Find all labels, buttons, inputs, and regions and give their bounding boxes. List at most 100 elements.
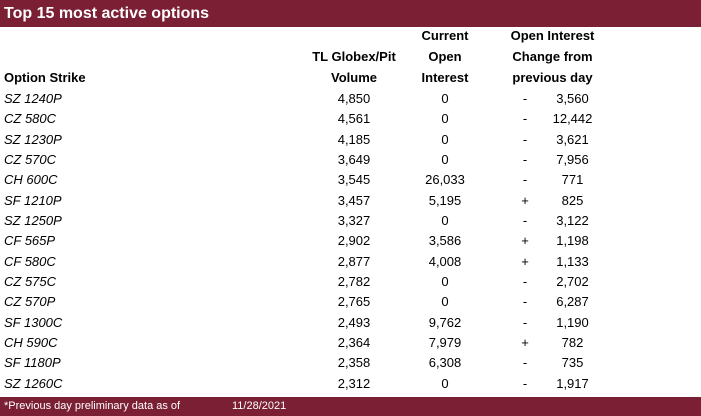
change-sign-cell: - [522, 212, 528, 228]
header-volume-line-2: Volume [331, 70, 377, 85]
header-chg-line-1: Open Interest [510, 28, 595, 43]
open-interest-cell: 3,586 [428, 233, 462, 249]
oi-change-cell: 3,122 [556, 212, 589, 228]
change-sign-cell: - [522, 111, 528, 127]
option-strike-cell: CF 565P [4, 233, 56, 249]
header-volume: TL Globex/Pit Volume [300, 46, 408, 88]
volume-cell: 3,649 [337, 151, 371, 167]
change-sign-cell: - [522, 375, 528, 391]
volume-cell: 3,545 [337, 172, 371, 188]
option-strike-cell: CH 590C [4, 334, 58, 350]
option-strike-cell: SZ 1260C [4, 375, 63, 391]
header-open-interest: Current Open Interest [405, 25, 485, 88]
oi-change-cell: 7,956 [556, 151, 589, 167]
open-interest-cell: 0 [441, 151, 449, 167]
volume-cell: 2,358 [337, 355, 371, 371]
open-interest-cell: 0 [441, 273, 449, 289]
header-chg-line-2: Change from [512, 49, 593, 64]
oi-change-cell: 1,917 [556, 375, 589, 391]
option-strike-cell: CZ 570P [4, 294, 56, 310]
open-interest-cell: 4,008 [428, 253, 462, 269]
volume-cell: 2,364 [337, 334, 371, 350]
volume-cell: 2,493 [337, 314, 371, 330]
header-oi-change: Open Interest Change from previous day [490, 25, 615, 88]
volume-cell: 3,457 [337, 192, 371, 208]
change-sign-cell: - [522, 91, 528, 106]
option-strike-cell: SZ 1240P [4, 91, 62, 106]
table-row: SF 1180P 2,358 6,308 - 735 [0, 353, 701, 373]
option-strike-cell: SZ 1250P [4, 212, 62, 228]
open-interest-cell: 9,762 [428, 314, 462, 330]
change-sign-cell: - [522, 172, 528, 188]
open-interest-cell: 0 [441, 91, 449, 106]
oi-change-cell: 6,287 [556, 294, 589, 310]
volume-cell: 2,877 [337, 253, 371, 269]
table-row: SF 1210P 3,457 5,195 +825 [0, 191, 701, 211]
change-sign-cell: + [521, 192, 529, 208]
header-oi-line-2: Open [428, 49, 462, 64]
open-interest-cell: 7,979 [428, 334, 462, 350]
header-volume-line-1: TL Globex/Pit [312, 49, 396, 64]
change-sign-cell: + [521, 253, 529, 269]
table-row: CZ 570P 2,765 0 - 6,287 [0, 292, 701, 312]
oi-change-cell: 1,190 [556, 314, 589, 330]
volume-cell: 4,850 [337, 91, 371, 106]
header-chg-line-3: previous day [512, 70, 593, 85]
options-table: SZ 1240P 4,850 0 - 3,560 CZ 580C 4,561 0 - 12,442… [0, 89, 701, 394]
footer-bar: *Previous day preliminary data as of 11/… [0, 397, 701, 416]
option-strike-cell: CZ 570C [4, 151, 57, 167]
footer-date: 11/28/2021 [232, 400, 287, 412]
oi-change-cell: 771 [561, 172, 584, 188]
volume-cell: 2,765 [337, 294, 371, 310]
change-sign-cell: - [522, 151, 528, 167]
oi-change-cell: 825 [561, 192, 584, 208]
table-row: SZ 1240P 4,850 0 - 3,560 [0, 89, 701, 109]
open-interest-cell: 0 [441, 111, 449, 127]
open-interest-cell: 0 [441, 375, 449, 391]
volume-cell: 2,312 [337, 375, 371, 391]
table-row: CZ 575C 2,782 0 - 2,702 [0, 272, 701, 292]
oi-change-cell: 782 [561, 334, 584, 350]
volume-cell: 4,185 [337, 131, 371, 147]
table-row: SZ 1260C 2,312 0 - 1,917 [0, 374, 701, 394]
option-strike-cell: CF 580C [4, 253, 56, 269]
volume-cell: 2,782 [337, 273, 371, 289]
change-sign-cell: - [522, 355, 528, 371]
table-row: CF 565P 2,902 3,586 +1,198 [0, 231, 701, 251]
option-strike-cell: CZ 575C [4, 273, 57, 289]
table-row: CH 590C 2,364 7,979 +782 [0, 333, 701, 353]
change-sign-cell: - [522, 273, 528, 289]
change-sign-cell: + [521, 334, 529, 350]
option-strike-cell: SF 1300C [4, 314, 63, 330]
change-sign-cell: - [522, 294, 528, 310]
open-interest-cell: 0 [441, 212, 449, 228]
volume-cell: 4,561 [337, 111, 371, 127]
header-oi-line-3: Interest [421, 70, 469, 85]
option-strike-cell: SF 1180P [4, 355, 61, 371]
option-strike-cell: CZ 580C [4, 111, 57, 127]
header-oi-line-1: Current [421, 28, 469, 43]
table-row: CH 600C 3,545 26,033 - 771 [0, 170, 701, 190]
oi-change-cell: 2,702 [556, 273, 589, 289]
table-row: SZ 1230P 4,185 0 - 3,621 [0, 130, 701, 150]
change-sign-cell: + [521, 233, 529, 249]
oi-change-cell: 1,133 [556, 253, 589, 269]
option-strike-cell: SF 1210P [4, 192, 62, 208]
oi-change-cell: 12,442 [552, 111, 593, 127]
table-row: SZ 1250P 3,327 0 - 3,122 [0, 211, 701, 231]
option-strike-cell: CH 600C [4, 172, 58, 188]
option-strike-cell: SZ 1230P [4, 131, 62, 147]
volume-cell: 3,327 [337, 212, 371, 228]
table-row: CZ 580C 4,561 0 - 12,442 [0, 109, 701, 129]
oi-change-cell: 1,198 [556, 233, 589, 249]
open-interest-cell: 5,195 [428, 192, 462, 208]
page-title: Top 15 most active options [0, 0, 701, 27]
volume-cell: 2,902 [337, 233, 371, 249]
footer-note: *Previous day preliminary data as of [4, 400, 181, 412]
header-option-strike: Option Strike [4, 70, 86, 85]
oi-change-cell: 3,621 [556, 131, 589, 147]
change-sign-cell: - [522, 314, 528, 330]
open-interest-cell: 0 [441, 294, 449, 310]
open-interest-cell: 26,033 [425, 172, 465, 188]
table-row: CF 580C 2,877 4,008 +1,133 [0, 252, 701, 272]
